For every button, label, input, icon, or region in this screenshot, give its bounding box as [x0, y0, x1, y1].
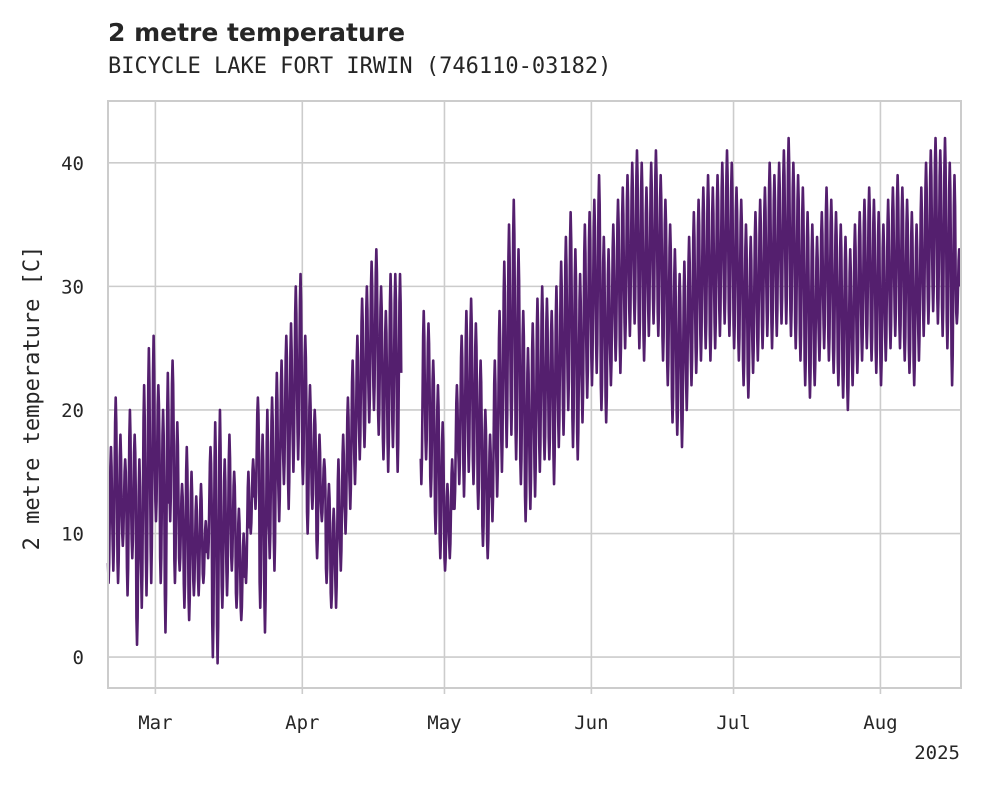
chart-title: 2 metre temperature: [108, 18, 405, 47]
y-tick-label: 20: [61, 400, 84, 422]
y-tick-label: 30: [61, 276, 84, 298]
plot-frame: [107, 100, 962, 689]
series-group: [106, 136, 962, 665]
x-tick-label: Mar: [138, 712, 172, 734]
x-tick-label: Jun: [574, 712, 608, 734]
y-axis-label: 2 metre temperature [C]: [20, 246, 45, 551]
y-tick-label: 0: [73, 647, 84, 669]
y-tick-label: 10: [61, 524, 84, 546]
x-tick-label: Jul: [716, 712, 750, 734]
temperature-series-line: [106, 136, 962, 665]
year-label: 2025: [914, 742, 960, 764]
chart-subtitle: BICYCLE LAKE FORT IRWIN (746110-03182): [108, 54, 611, 79]
x-tick-label: Apr: [285, 712, 319, 734]
y-tick-labels: 0 10 20 30 40: [61, 153, 84, 669]
x-tick-labels: Mar Apr May Jun Jul Aug: [138, 712, 897, 734]
x-tick-label: May: [427, 712, 461, 734]
x-tick-label: Aug: [863, 712, 897, 734]
y-tick-label: 40: [61, 153, 84, 175]
